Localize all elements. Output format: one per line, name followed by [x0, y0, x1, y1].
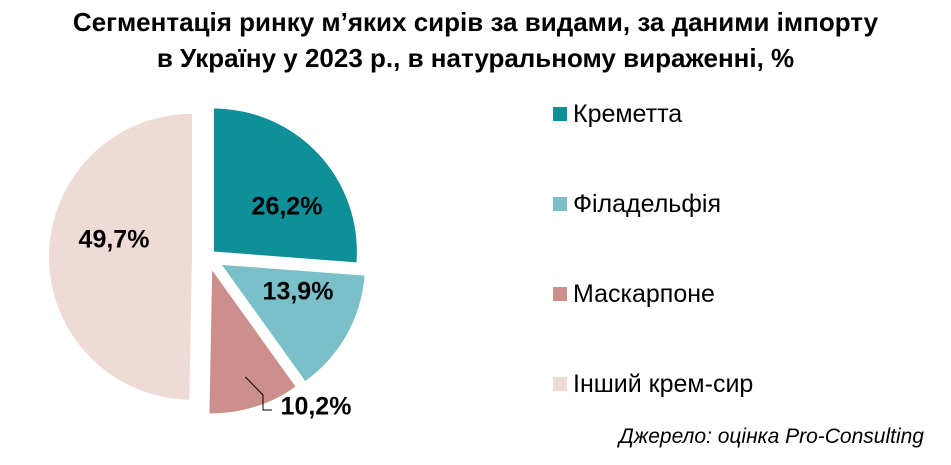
- pie-slice-2: [221, 264, 365, 382]
- legend-item-4: Інший крем-сир: [553, 366, 753, 402]
- legend-item-2: Філадельфія: [553, 186, 721, 222]
- pie-slice-3: [209, 270, 296, 414]
- source-note: Джерело: оцінка Pro-Consulting: [618, 425, 924, 448]
- legend-swatch-4: [553, 377, 567, 391]
- chart-title: Сегментація ринку м’яких сирів за видами…: [0, 4, 951, 76]
- legend-label-3: Маскарпоне: [573, 279, 715, 308]
- legend-swatch-1: [553, 107, 567, 121]
- legend-label-4: Інший крем-сир: [573, 369, 754, 398]
- legend-item-3: Маскарпоне: [553, 276, 715, 312]
- data-label-3: 10,2%: [281, 393, 352, 421]
- data-label-2: 13,9%: [263, 278, 334, 306]
- legend-swatch-3: [553, 287, 567, 301]
- pie-slice-4: [49, 113, 193, 400]
- legend-swatch-2: [553, 197, 567, 211]
- data-label-1: 26,2%: [252, 193, 323, 221]
- legend-item-1: Креметта: [553, 96, 682, 132]
- leader-line-3: [244, 376, 272, 411]
- legend-label-2: Філадельфія: [573, 189, 721, 218]
- chart-title-line-2: в Україну у 2023 р., в натуральному вира…: [156, 43, 795, 73]
- pie-slice-1: [213, 108, 357, 263]
- data-label-4: 49,7%: [79, 226, 150, 254]
- chart-title-line-1: Сегментація ринку м’яких сирів за видами…: [72, 7, 879, 37]
- legend-label-1: Креметта: [573, 99, 683, 128]
